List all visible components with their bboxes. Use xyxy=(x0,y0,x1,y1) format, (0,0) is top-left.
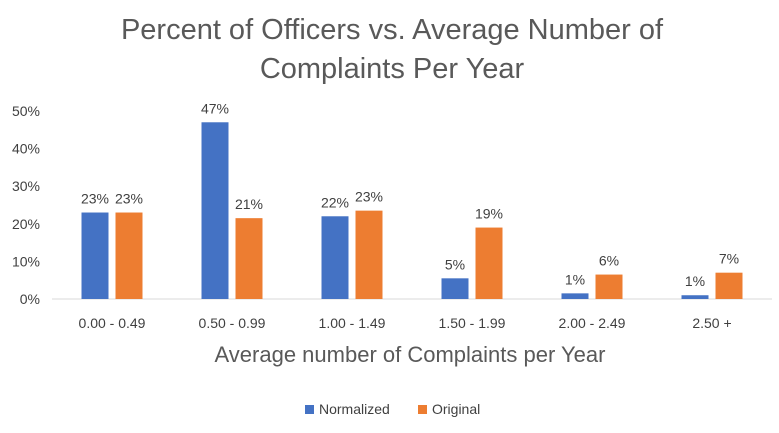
x-tick-label: 1.50 - 1.99 xyxy=(439,315,506,331)
data-label: 47% xyxy=(201,100,229,116)
legend: Normalized Original xyxy=(305,401,480,417)
bar-normalized xyxy=(561,293,589,299)
data-label: 23% xyxy=(115,191,143,207)
x-axis-label: Average number of Complaints per Year xyxy=(215,342,606,367)
data-label: 7% xyxy=(719,251,739,267)
y-tick-label: 0% xyxy=(20,291,40,307)
data-label: 6% xyxy=(599,253,619,269)
bar-normalized xyxy=(201,122,229,299)
y-axis-ticks: 0% 10% 20% 30% 40% 50% xyxy=(12,103,40,307)
bar-original xyxy=(115,212,143,299)
y-tick-label: 20% xyxy=(12,216,40,232)
data-label: 1% xyxy=(685,273,705,289)
bar-original xyxy=(595,274,623,299)
bar-original xyxy=(355,210,383,299)
x-tick-label: 0.50 - 0.99 xyxy=(199,315,266,331)
legend-label-original: Original xyxy=(432,401,480,417)
data-label: 5% xyxy=(445,256,465,272)
x-tick-label: 1.00 - 1.49 xyxy=(319,315,386,331)
x-tick-label: 2.00 - 2.49 xyxy=(559,315,626,331)
y-tick-label: 50% xyxy=(12,103,40,119)
legend-swatch-normalized xyxy=(305,405,314,414)
chart-title-line-1: Percent of Officers vs. Average Number o… xyxy=(121,14,664,46)
x-tick-label: 0.00 - 0.49 xyxy=(79,315,146,331)
bar-normalized xyxy=(681,295,709,299)
chart-title-line-2: Complaints Per Year xyxy=(260,53,525,85)
data-label: 23% xyxy=(355,189,383,205)
data-label: 23% xyxy=(81,191,109,207)
bars: 23% 23% 47% 21% 22% 23% 5% 19% 1% 6% 1% 7% xyxy=(81,100,743,299)
legend-label-normalized: Normalized xyxy=(319,401,390,417)
x-tick-label: 2.50 + xyxy=(692,315,731,331)
bar-original xyxy=(235,218,263,299)
x-axis-ticks: 0.00 - 0.49 0.50 - 0.99 1.00 - 1.49 1.50 - … xyxy=(79,315,732,331)
y-tick-label: 40% xyxy=(12,141,40,157)
data-label: 22% xyxy=(321,194,349,210)
bar-normalized xyxy=(81,212,109,299)
legend-swatch-original xyxy=(418,405,427,414)
bar-original xyxy=(715,272,743,299)
y-tick-label: 30% xyxy=(12,178,40,194)
bar-normalized xyxy=(321,216,349,299)
y-tick-label: 10% xyxy=(12,253,40,269)
bar-original xyxy=(475,227,503,299)
data-label: 19% xyxy=(475,206,503,222)
data-label: 1% xyxy=(565,271,585,287)
bar-normalized xyxy=(441,278,469,299)
data-label: 21% xyxy=(235,196,263,212)
